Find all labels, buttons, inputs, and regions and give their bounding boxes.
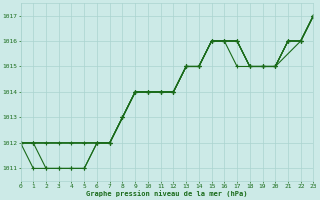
X-axis label: Graphe pression niveau de la mer (hPa): Graphe pression niveau de la mer (hPa): [86, 190, 248, 197]
